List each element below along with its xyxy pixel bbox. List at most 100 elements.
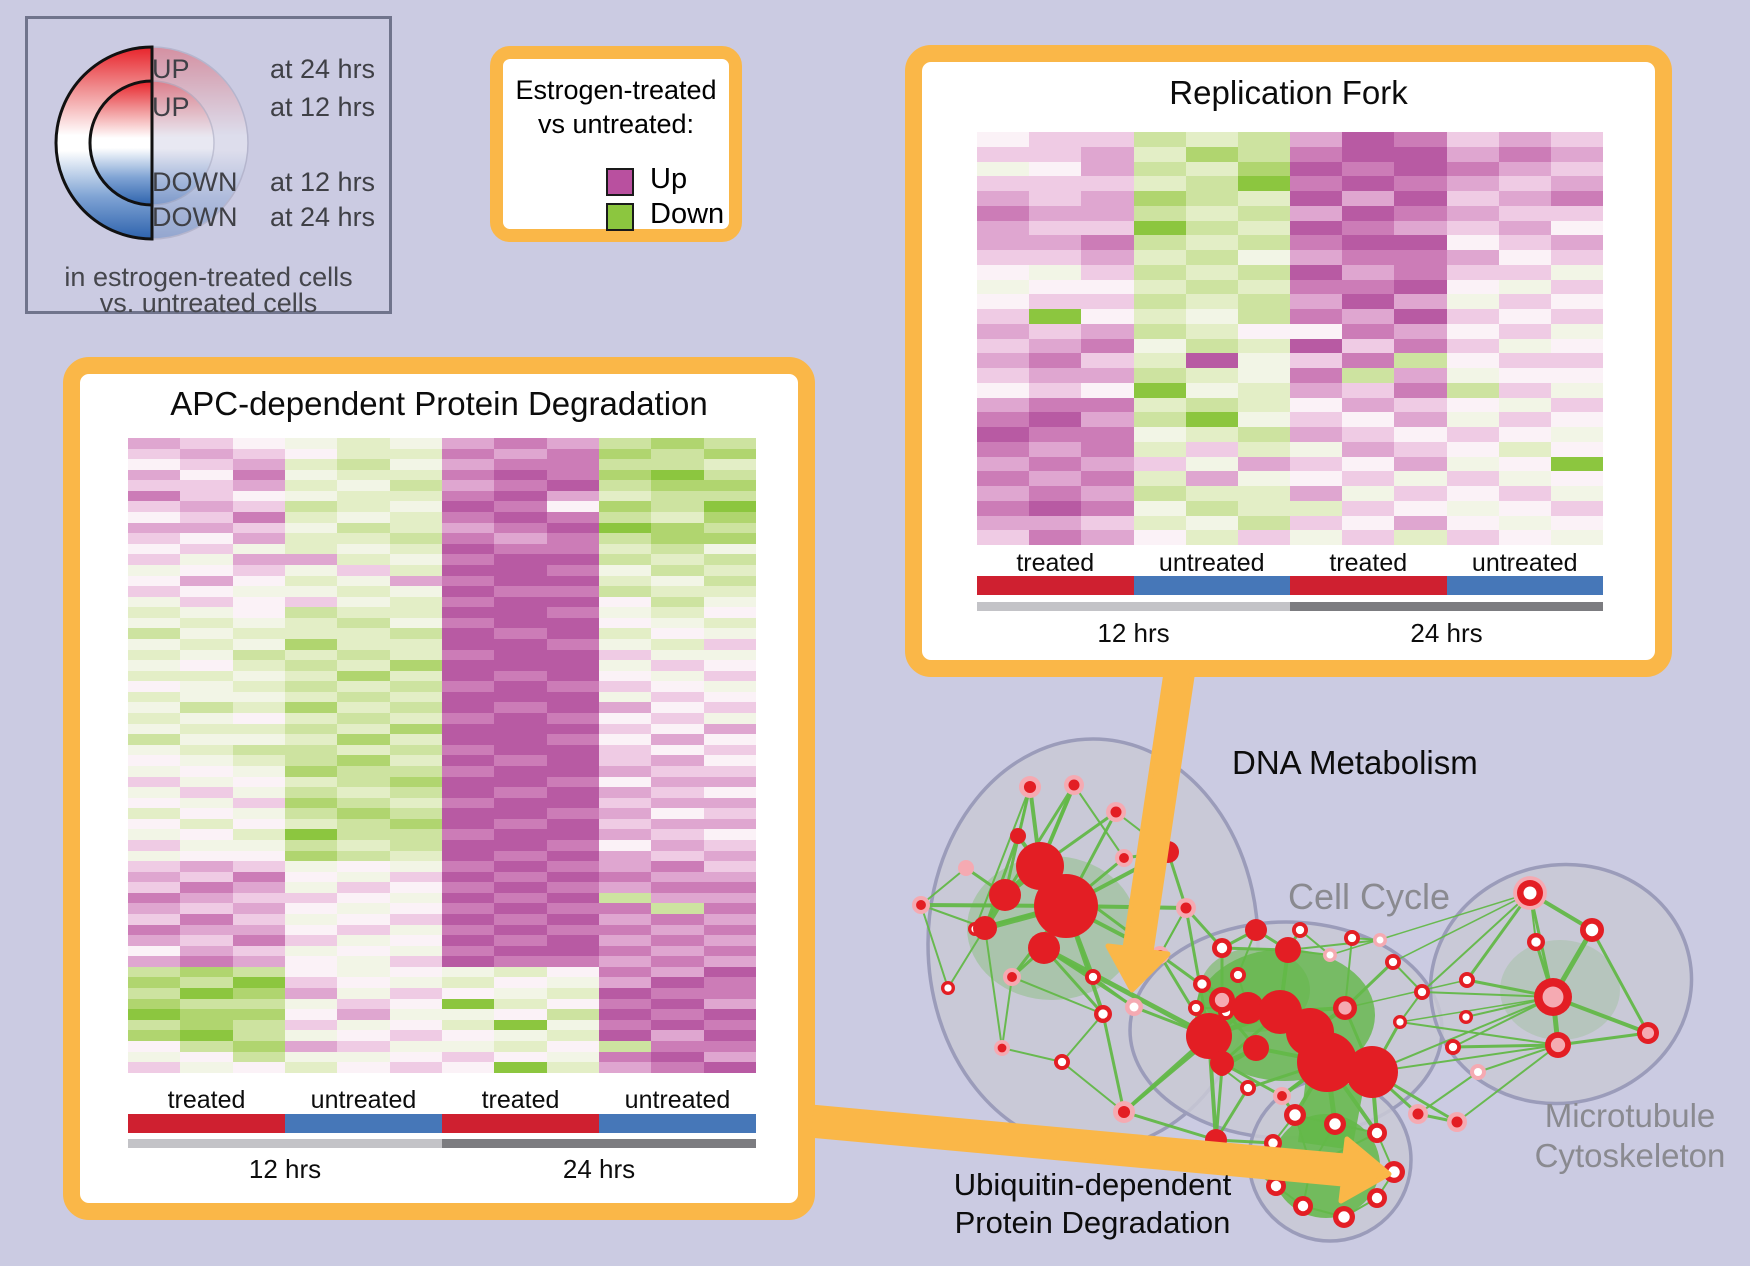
heatmap-cell [389,670,442,682]
heatmap-cell [389,966,442,978]
heatmap-cell [598,1030,652,1041]
heatmap-cell [703,871,756,883]
heatmap-row [977,397,1604,413]
heatmap-cell [128,607,181,618]
heatmap-cell [977,486,1030,501]
heatmap-cell [180,702,233,714]
heatmap-row [977,323,1604,339]
heatmap-cell [703,501,756,513]
heatmap-cell [1185,412,1238,427]
heatmap-cell [1185,176,1238,191]
heatmap-cell [598,1019,652,1031]
heatmap-cell [651,638,704,650]
heatmap-cell [284,459,338,470]
heatmap-cell [1081,205,1134,221]
heatmap-cell [1550,146,1604,162]
heatmap-cell [128,839,181,851]
heatmap-cell [651,649,704,661]
heatmap-cell [389,512,442,523]
heatmap-cell [546,966,599,978]
heatmap-cell [1446,530,1499,545]
inner-ring-right-half [151,80,215,206]
heatmap-cell [441,797,495,809]
heatmap-cell [651,501,704,513]
heatmap-cell [546,469,599,481]
heatmap-cell [1081,309,1134,324]
heatmap-cell [441,871,495,883]
heatmap-cell [128,1009,181,1020]
heatmap-cell [284,861,338,872]
heatmap-cell [1342,264,1395,280]
up-swatch [606,168,634,196]
heatmap-row [977,176,1604,191]
heatmap-row [128,734,756,745]
heatmap-cell [651,787,704,798]
heatmap-cell [284,522,338,534]
heatmap-cell [494,723,547,735]
heatmap-cell [284,1062,338,1073]
heatmap-cell [977,353,1030,368]
heatmap-cell [180,681,233,692]
heatmap-cell [389,797,442,809]
heatmap-cell [651,1040,704,1052]
heatmap-cell [703,638,756,650]
heatmap-cell [232,586,285,597]
heatmap-cell [1290,338,1343,354]
heatmap-cell [441,691,495,703]
heatmap-cell [389,998,442,1010]
heatmap-row [128,448,756,460]
heatmap-cell [598,649,652,661]
heatmap-cell [1237,279,1291,295]
heatmap-cell [1081,471,1134,486]
heatmap-cell [180,670,233,682]
heatmap-row [128,744,756,756]
heatmap-cell [977,146,1030,162]
heatmap-cell [546,490,599,502]
heatmap-cell [546,935,599,946]
heatmap-cell [546,850,599,862]
heatmap-cell [546,607,599,618]
heatmap-cell [441,998,495,1010]
heatmap-cell [389,924,442,936]
heatmap-cell [232,649,285,661]
heatmap-cell [598,829,652,840]
heatmap-cell [598,670,652,682]
heatmap-cell [1498,471,1551,486]
heatmap-cell [180,850,233,862]
heatmap-cell [232,713,285,724]
heatmap-cell [651,469,704,481]
heatmap-cell [494,681,547,692]
heatmap-cell [494,914,547,925]
heatmap-cell [1550,323,1604,339]
heatmap-cell [1185,250,1238,265]
up-inner-label: UP [152,92,190,122]
heatmap-cell [651,755,704,766]
heatmap-cell [1237,161,1291,177]
heatmap-cell [1237,353,1291,368]
heatmap-cell [1133,294,1186,309]
heatmap-cell [1446,294,1499,309]
heatmap-cell [598,998,652,1010]
heatmap-cell [1550,368,1604,383]
heatmap-cell [651,734,704,745]
heatmap-cell [703,808,756,819]
heatmap-row [128,702,756,714]
down-inner-label: DOWN [152,167,238,197]
heatmap-cell [1133,353,1186,368]
heatmap-row [128,787,756,798]
heatmap-cell [180,660,233,671]
heatmap-cell [1290,191,1343,206]
condition-label: untreated [624,1086,731,1114]
heatmap-cell [1394,309,1447,324]
heatmap-cell [494,988,547,999]
heatmap-cell [232,533,285,544]
heatmap-cell [232,839,285,851]
heatmap-cell [1237,338,1291,354]
heatmap-cell [1446,309,1499,324]
heatmap-cell [1446,161,1499,177]
heatmap-row [128,596,756,608]
heatmap-cell [977,338,1030,354]
heatmap-row [977,456,1604,472]
heatmap-cell [1342,382,1395,398]
